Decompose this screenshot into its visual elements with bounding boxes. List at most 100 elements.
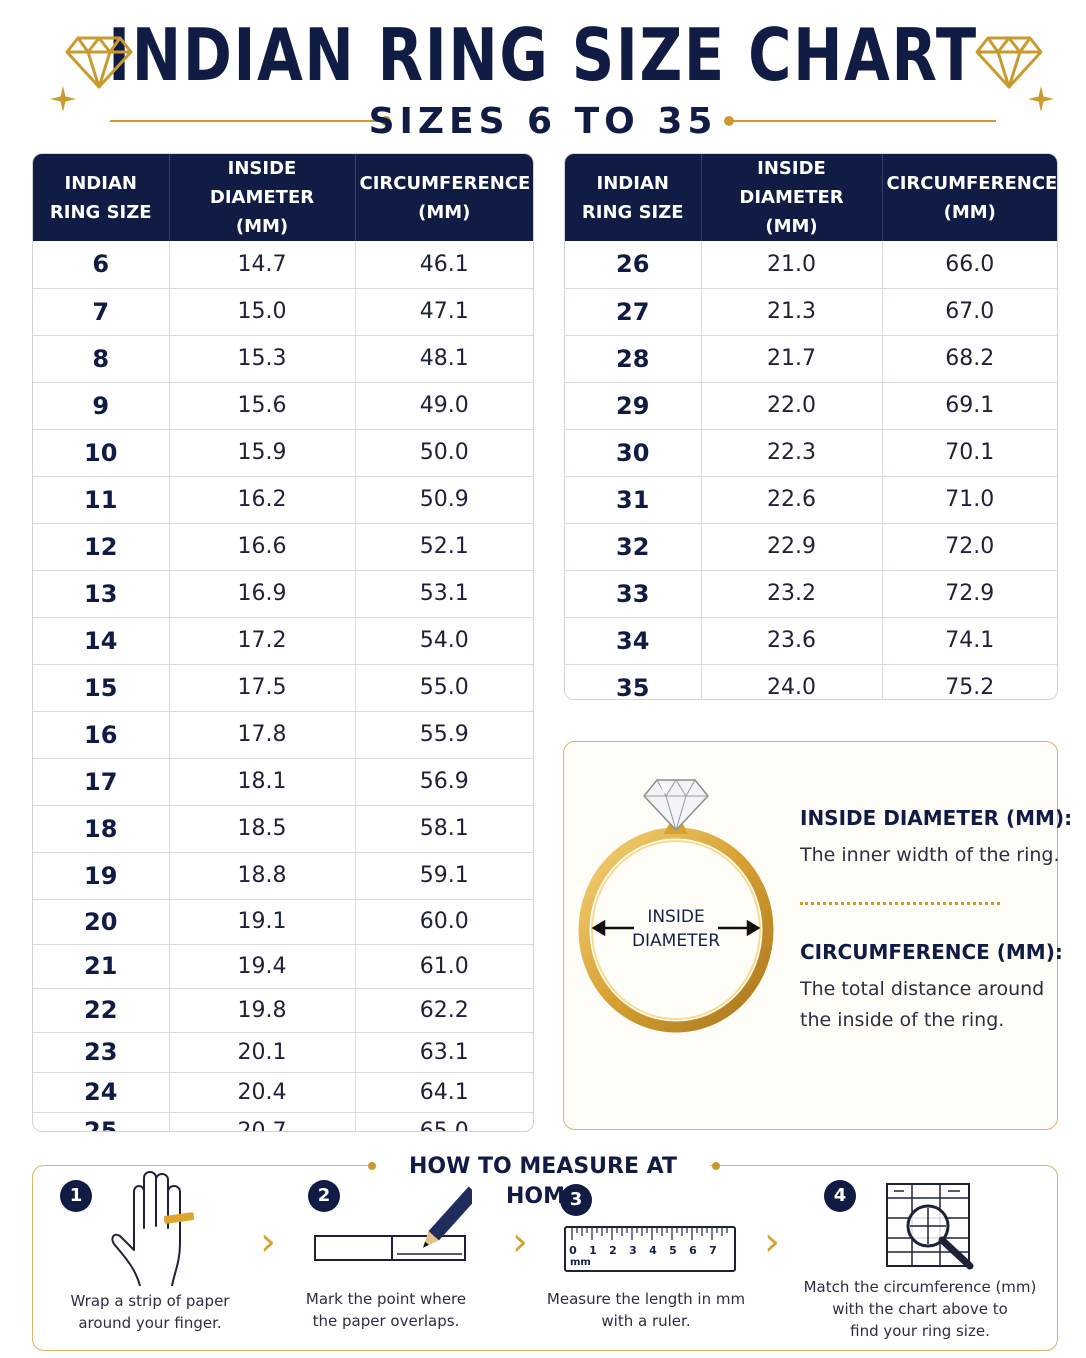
table-row: 26 21.0 66.0 — [565, 241, 1057, 289]
chart-magnifier-icon — [886, 1183, 974, 1270]
circumference-cell: 75.2 — [945, 675, 995, 700]
ring-size-cell: 21 — [33, 944, 170, 989]
ring-size-cell: 26 — [565, 241, 702, 289]
circumference-cell: 50.9 — [355, 476, 533, 524]
table-header-row: INDIAN RING SIZE INSIDE DIAMETER (MM) CI… — [33, 154, 533, 241]
ring-size-cell: 25 — [33, 1112, 170, 1131]
sparkle-icon-right — [1028, 86, 1054, 112]
inside-diameter-cell: 19.4 — [169, 944, 356, 989]
ring-size-cell: 8 — [33, 335, 170, 383]
step-3-number: 3 — [560, 1184, 592, 1216]
table-row: 16 17.8 55.9 — [33, 711, 533, 759]
how-to-title: HOW TO MEASURE AT HOME — [408, 1154, 678, 1209]
table-header-row: INDIAN RING SIZE INSIDE DIAMETER (MM) CI… — [565, 154, 1057, 241]
circumference-cell: 70.1 — [882, 429, 1057, 477]
header-ring-size: INDIAN RING SIZE — [565, 154, 702, 241]
circumference-cell: 64.1 — [355, 1072, 533, 1113]
table-row: 17 18.1 56.9 — [33, 758, 533, 806]
inside-diameter-cell: 22.6 — [701, 476, 883, 524]
table-row: 10 15.9 50.0 — [33, 429, 533, 477]
table-row: 27 21.3 67.0 — [565, 288, 1057, 336]
table-row: 32 22.9 72.0 — [565, 523, 1057, 571]
inside-diameter-cell: 24.0 — [701, 664, 883, 699]
table-row: 15 17.5 55.0 — [33, 664, 533, 712]
circumference-cell: 71.0 — [882, 476, 1057, 524]
ruler-ticks-icon — [571, 1228, 728, 1240]
ring-size-cell: 31 — [565, 476, 702, 524]
inside-diameter-cell: 18.1 — [169, 758, 356, 806]
inside-diameter-cell: 23.2 — [701, 570, 883, 618]
table-row: 22 19.8 62.2 — [33, 988, 533, 1033]
circumference-cell: 72.9 — [882, 570, 1057, 618]
step-1-number: 1 — [60, 1180, 92, 1212]
ring-size-cell: 18 — [33, 805, 170, 853]
circumference-cell: 67.0 — [882, 288, 1057, 336]
table-row: 11 16.2 50.9 — [33, 476, 533, 524]
header-inside-diameter: INSIDE DIAMETER (MM) — [169, 154, 356, 241]
how-to-dot-right — [712, 1162, 720, 1170]
step-4-text: Match the circumference (mm) with the ch… — [803, 1278, 1037, 1340]
inside-diameter-cell: 16.9 — [169, 570, 356, 618]
ring-size-cell: 10 — [33, 429, 170, 477]
inside-diameter-cell: 21.7 — [701, 335, 883, 383]
inside-diameter-cell: 17.8 — [169, 711, 356, 759]
inside-diameter-cell: 20.1 — [169, 1032, 356, 1073]
inside-diameter-cell: 15.9 — [169, 429, 356, 477]
table-row: 33 23.2 72.9 — [565, 570, 1057, 618]
ring-size-cell: 22 — [33, 988, 170, 1033]
table-row: 9 15.6 49.0 — [33, 382, 533, 430]
circumference-cell: 47.1 — [355, 288, 533, 336]
ring-size-cell: 11 — [33, 476, 170, 524]
definitions-divider — [800, 902, 1000, 905]
circumference-cell: 50.0 — [355, 429, 533, 477]
ring-inside-diameter-label: INSIDE DIAMETER — [631, 907, 721, 951]
inside-diameter-cell: 15.6 — [169, 382, 356, 430]
header-circumference: CIRCUMFERENCE (MM) — [355, 154, 533, 241]
header-inside-diameter: INSIDE DIAMETER (MM) — [701, 154, 883, 241]
ring-size-cell: 13 — [33, 570, 170, 618]
table-row: 24 20.4 64.1 — [33, 1072, 533, 1113]
table-row: 35 24.0 75.2 — [565, 664, 1057, 700]
ring-illustration — [578, 779, 774, 1033]
table-row: 12 16.6 52.1 — [33, 523, 533, 571]
table-row: 20 19.1 60.0 — [33, 899, 533, 945]
diameter-heading: INSIDE DIAMETER (MM): — [800, 806, 1073, 830]
subtitle-dot-left — [381, 116, 391, 126]
inside-diameter-cell: 15.3 — [169, 335, 356, 383]
table-row: 34 23.6 74.1 — [565, 617, 1057, 665]
ring-size-cell: 12 — [33, 523, 170, 571]
ring-size-cell: 29 — [565, 382, 702, 430]
circumference-description: The total distance around the inside of … — [800, 978, 1045, 1031]
step-2-text: Mark the point where the paper overlaps. — [305, 1290, 467, 1330]
ruler-tick-label: 7 — [709, 1244, 717, 1257]
circumference-cell: 62.2 — [355, 988, 533, 1033]
circumference-cell: 68.2 — [882, 335, 1057, 383]
circumference-cell: 55.9 — [355, 711, 533, 759]
table-row: 31 22.6 71.0 — [565, 476, 1057, 524]
inside-diameter-cell: 19.8 — [169, 988, 356, 1033]
inside-diameter-cell: 22.9 — [701, 523, 883, 571]
ring-size-cell: 19 — [33, 852, 170, 900]
chevron-right-icon: › — [764, 1219, 780, 1265]
inside-diameter-cell: 21.3 — [701, 288, 883, 336]
table-body-left: 6 14.7 46.1 7 15.0 47.1 8 15.3 48.1 9 15.6 49.0 10 15… — [33, 241, 533, 1131]
table-row: 25 20.7 65.0 — [33, 1112, 533, 1131]
header-ring-size: INDIAN RING SIZE — [33, 154, 170, 241]
ruler-tick-label: 5 — [669, 1244, 677, 1257]
circumference-cell: 63.1 — [355, 1032, 533, 1073]
inside-diameter-cell: 19.1 — [169, 899, 356, 945]
ring-size-cell: 20 — [33, 899, 170, 945]
table-row: 6 14.7 46.1 — [33, 241, 533, 289]
ring-size-cell: 17 — [33, 758, 170, 806]
ring-size-cell: 6 — [33, 241, 170, 289]
hand-icon — [111, 1171, 195, 1287]
ring-size-cell: 30 — [565, 429, 702, 477]
circumference-heading: CIRCUMFERENCE (MM): — [800, 940, 1063, 964]
subtitle-rule-left — [110, 120, 384, 122]
inside-diameter-cell: 21.0 — [701, 241, 883, 289]
ring-size-cell: 28 — [565, 335, 702, 383]
circumference-cell: 59.1 — [355, 852, 533, 900]
table-row: 13 16.9 53.1 — [33, 570, 533, 618]
chevron-right-icon: › — [512, 1219, 528, 1265]
